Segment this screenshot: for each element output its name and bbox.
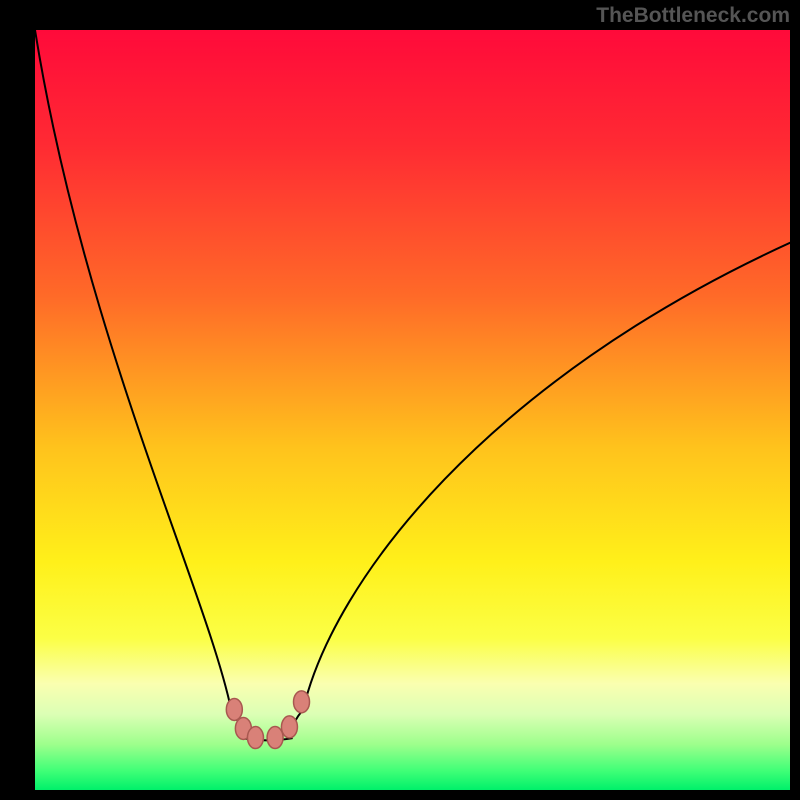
valley-marker	[267, 727, 283, 749]
valley-marker	[226, 698, 242, 720]
plot-area	[35, 30, 790, 790]
valley-marker	[281, 716, 297, 738]
valley-marker	[294, 691, 310, 713]
gradient-background	[35, 30, 790, 790]
chart-frame: TheBottleneck.com	[0, 0, 800, 800]
valley-marker	[247, 727, 263, 749]
chart-svg	[35, 30, 790, 790]
watermark-text: TheBottleneck.com	[596, 4, 790, 28]
